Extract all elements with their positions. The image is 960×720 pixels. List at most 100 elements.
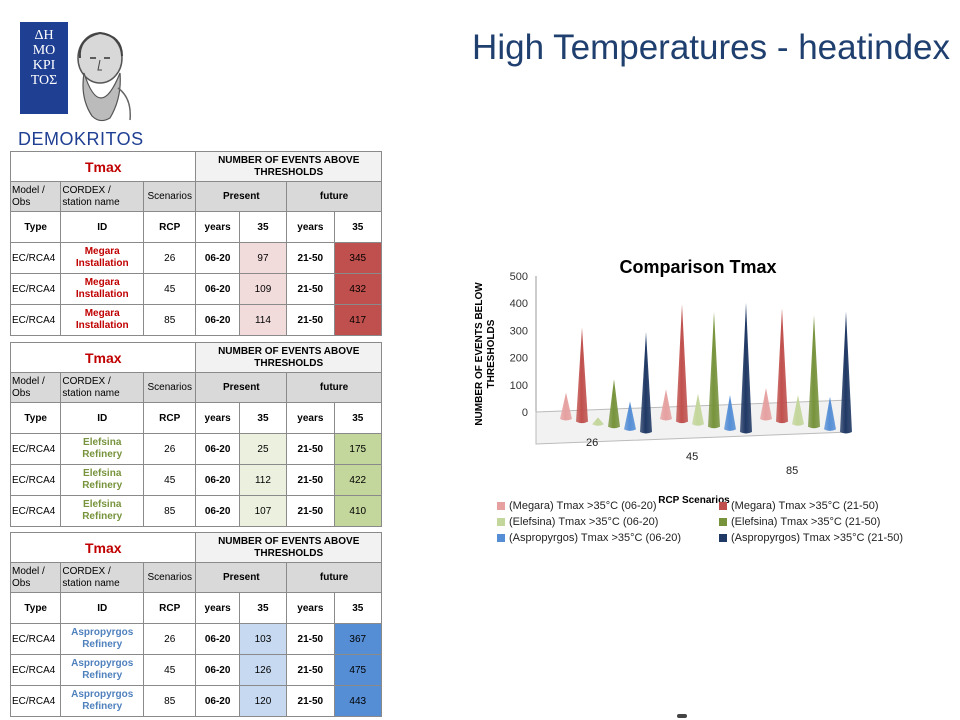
cell-id: Megara Installation (60, 242, 145, 274)
subheader-t1: 35 (238, 402, 288, 434)
logo-text: DEMOKRITOS (18, 129, 144, 149)
chart-cone (792, 395, 804, 426)
cell-id: Aspropyrgos Refinery (60, 685, 145, 717)
cell-rcp: 85 (143, 304, 197, 336)
comparison-chart: Comparison Tmax 0 100 200 300 400 500 NUMBER OF… (474, 257, 852, 506)
x-tick-label: 26 (586, 437, 598, 449)
legend-item: (Elefsina) Tmax >35°C (21-50) (719, 516, 880, 528)
cell-type: EC/RCA4 (9, 433, 62, 465)
legend-swatch (719, 502, 727, 511)
table-title: Tmax (9, 342, 197, 373)
cell-rcp: 45 (143, 273, 197, 305)
legend-item: (Elefsina) Tmax >35°C (06-20) (497, 516, 658, 528)
header-present: Present (195, 562, 288, 593)
cell-years-future: 21-50 (286, 623, 335, 655)
cell-rcp: 26 (143, 242, 197, 274)
table-row: EC/RCA4 Aspropyrgos Refinery 45 06-20 126 21-… (9, 654, 383, 686)
cell-type: EC/RCA4 (9, 242, 62, 274)
events-table-3: Tmax NUMBER OF EVENTS ABOVE THRESHOLDS Mod… (9, 532, 383, 717)
header-future: future (286, 372, 382, 403)
cell-years-present: 06-20 (195, 685, 240, 717)
cell-years-future: 21-50 (286, 304, 335, 336)
subheader-id: ID (60, 211, 145, 243)
chart-cone (624, 401, 636, 431)
cell-type: EC/RCA4 (9, 464, 62, 496)
chart-cone (808, 315, 820, 429)
cell-years-future: 21-50 (286, 273, 335, 305)
chart-cone (576, 327, 588, 424)
legend-swatch (719, 534, 727, 543)
cell-years-present: 06-20 (195, 623, 240, 655)
header-cordex: CORDEX / station name (60, 181, 145, 212)
cell-present: 109 (238, 273, 288, 305)
subheader-t2: 35 (333, 592, 383, 624)
cell-years-future: 21-50 (286, 495, 335, 527)
legend-item: (Megara) Tmax >35°C (06-20) (497, 500, 657, 512)
slide-marker (677, 714, 687, 718)
page-title: High Temperatures - heatindex (472, 28, 950, 67)
events-header: NUMBER OF EVENTS ABOVE THRESHOLDS (195, 342, 382, 373)
legend-label: (Aspropyrgos) Tmax >35°C (21-50) (731, 532, 904, 544)
subheader-years1: years (195, 402, 240, 434)
subheader-years1: years (195, 211, 240, 243)
subheader-t1: 35 (238, 211, 288, 243)
table-row: EC/RCA4 Elefsina Refinery 45 06-20 112 21-50 4… (9, 464, 383, 496)
subheader-id: ID (60, 402, 145, 434)
cell-years-future: 21-50 (286, 464, 335, 496)
cell-present: 25 (238, 433, 288, 465)
cell-future: 443 (333, 685, 383, 717)
cell-rcp: 45 (143, 464, 197, 496)
cell-present: 112 (238, 464, 288, 496)
y-tick-label: 300 (510, 325, 528, 337)
chart-cone (660, 389, 672, 421)
header-scenarios: Scenarios (143, 372, 197, 403)
chart-cone (692, 393, 704, 426)
cell-years-present: 06-20 (195, 495, 240, 527)
y-tick-label: 500 (510, 271, 528, 283)
cell-future: 175 (333, 433, 383, 465)
cell-present: 114 (238, 304, 288, 336)
chart-cone (640, 332, 652, 434)
table-row: EC/RCA4 Aspropyrgos Refinery 85 06-20 120 21-… (9, 685, 383, 717)
subheader-years1: years (195, 592, 240, 624)
chart-cone (676, 304, 688, 424)
cell-years-present: 06-20 (195, 273, 240, 305)
cell-rcp: 26 (143, 433, 197, 465)
cell-years-future: 21-50 (286, 654, 335, 686)
legend-item: (Megara) Tmax >35°C (21-50) (719, 500, 879, 512)
subheader-years2: years (286, 592, 335, 624)
cell-id: Elefsina Refinery (60, 464, 145, 496)
events-header: NUMBER OF EVENTS ABOVE THRESHOLDS (195, 532, 382, 563)
cell-present: 107 (238, 495, 288, 527)
cell-future: 367 (333, 623, 383, 655)
header-present: Present (195, 372, 288, 403)
democritus-portrait-icon (77, 31, 131, 122)
header-cordex: CORDEX / station name (60, 562, 145, 593)
subheader-rcp: RCP (143, 211, 197, 243)
cell-id: Megara Installation (60, 273, 145, 305)
header-scenarios: Scenarios (143, 562, 197, 593)
table-row: EC/RCA4 Megara Installation 45 06-20 109 21-5… (9, 273, 383, 305)
y-tick-label: 0 (522, 407, 528, 419)
cell-id: Aspropyrgos Refinery (60, 654, 145, 686)
cell-years-present: 06-20 (195, 464, 240, 496)
cell-type: EC/RCA4 (9, 654, 62, 686)
cell-years-future: 21-50 (286, 433, 335, 465)
cell-type: EC/RCA4 (9, 495, 62, 527)
cell-future: 422 (333, 464, 383, 496)
legend-swatch (497, 534, 505, 543)
legend-swatch (497, 518, 505, 527)
legend-item: (Aspropyrgos) Tmax >35°C (21-50) (719, 532, 903, 544)
cell-years-present: 06-20 (195, 433, 240, 465)
x-tick-label: 45 (686, 451, 698, 463)
legend-swatch (719, 518, 727, 527)
y-tick-label: 200 (510, 353, 528, 365)
header-cordex: CORDEX / station name (60, 372, 145, 403)
header-future: future (286, 562, 382, 593)
subheader-id: ID (60, 592, 145, 624)
cell-future: 432 (333, 273, 383, 305)
table-row: EC/RCA4 Megara Installation 26 06-20 97 21-50… (9, 242, 383, 274)
events-table-1: Tmax NUMBER OF EVENTS ABOVE THRESHOLDS Mod… (9, 151, 383, 336)
chart-cone (608, 379, 620, 429)
cell-present: 126 (238, 654, 288, 686)
